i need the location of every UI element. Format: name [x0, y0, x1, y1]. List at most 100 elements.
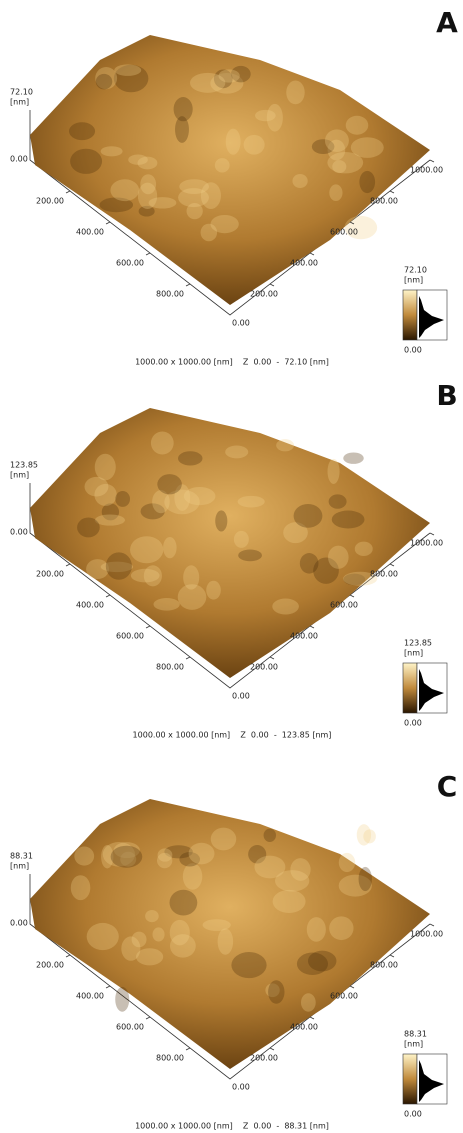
surface-bump: [153, 598, 179, 611]
surface-bump: [286, 81, 304, 105]
surface-bump: [294, 504, 323, 528]
surface-bump: [111, 846, 143, 868]
colorbar-min: 0.00: [404, 719, 422, 728]
origin-label: 0.00: [232, 692, 250, 701]
surface-bump: [74, 847, 94, 866]
tick: [66, 191, 70, 193]
colorbar-max: 72.10: [404, 266, 427, 275]
origin-label: 0.00: [232, 1083, 250, 1092]
surface-bump: [71, 875, 91, 900]
surface-bump: [211, 215, 239, 233]
surface-bump: [163, 537, 177, 558]
z-min: 0.00: [10, 528, 28, 537]
surface-bump: [85, 477, 109, 497]
left-tick-label: 400.00: [76, 601, 104, 610]
surface-bump: [206, 581, 221, 600]
surface-bump: [244, 135, 265, 155]
colorbar: [403, 1054, 417, 1104]
right-tick-label: 800.00: [370, 961, 398, 970]
panel-label: A: [436, 6, 458, 39]
right-tick-label: 400.00: [290, 259, 318, 268]
surface-bump: [106, 552, 132, 579]
left-tick-label: 200.00: [36, 961, 64, 970]
surface-bump: [234, 531, 249, 548]
surface-bump: [307, 917, 326, 942]
surface-bump: [145, 910, 159, 922]
left-tick-label: 600.00: [116, 259, 144, 268]
colorbar-unit: [nm]: [404, 276, 423, 285]
left-tick-label: 200.00: [36, 197, 64, 206]
surface-bump: [96, 74, 112, 89]
tick: [350, 986, 354, 988]
z-min: 0.00: [10, 919, 28, 928]
surface-bump: [157, 474, 182, 494]
surface-bump: [132, 932, 147, 948]
surface-bump: [292, 174, 307, 188]
tick: [106, 595, 110, 597]
surface-bump: [128, 155, 148, 165]
surface-bump: [70, 149, 102, 174]
colorbar-max: 123.85: [404, 639, 432, 648]
surface-bump: [264, 829, 276, 842]
surface-bump: [343, 452, 363, 463]
surface-bump: [359, 867, 372, 891]
right-tick-label: 400.00: [290, 1023, 318, 1032]
right-tick-label: 600.00: [330, 601, 358, 610]
tick: [186, 284, 190, 286]
left-tick-label: 800.00: [156, 1054, 184, 1063]
surface-bump: [225, 446, 248, 459]
surface-bump: [255, 110, 276, 121]
colorbar-max: 88.31: [404, 1030, 427, 1039]
surface-bump: [87, 923, 119, 950]
surface-bump: [355, 542, 373, 556]
tick: [350, 595, 354, 597]
tick: [310, 626, 314, 628]
surface-bump: [226, 129, 241, 155]
colorbar-unit: [nm]: [404, 649, 423, 658]
left-tick-label: 400.00: [76, 992, 104, 1001]
surface-bump: [346, 116, 369, 135]
surface-bump: [69, 122, 95, 140]
surface-bump: [359, 171, 375, 193]
surface-bump: [115, 491, 130, 507]
right-tick-label: 400.00: [290, 632, 318, 641]
left-tick-label: 600.00: [116, 1023, 144, 1032]
tick: [186, 657, 190, 659]
surface-bump: [339, 853, 355, 872]
surface-bump: [183, 565, 199, 589]
tick: [390, 564, 394, 566]
surface-bump: [95, 454, 116, 481]
surface-bump: [357, 824, 371, 845]
surface-bump: [332, 160, 346, 173]
surface-bump: [297, 953, 328, 975]
surface-bump: [275, 870, 309, 891]
tick: [430, 160, 434, 162]
surface-bump: [329, 916, 353, 940]
surface-bump: [238, 550, 262, 562]
surface-bump: [153, 927, 165, 941]
surface-bump: [328, 546, 349, 569]
surface-bump: [184, 487, 216, 505]
surface-bump: [272, 598, 299, 614]
surface-bump: [131, 569, 160, 583]
surface-bump: [77, 518, 100, 538]
surface-bump: [276, 439, 294, 451]
surface-bump: [211, 828, 237, 851]
caption: 1000.00 x 1000.00 [nm] Z 0.00 - 72.10 [n…: [135, 358, 329, 367]
surface-bump: [218, 928, 234, 954]
surface-bump: [114, 64, 141, 76]
surface-bump: [327, 152, 363, 173]
tick: [146, 1017, 150, 1019]
tick: [270, 657, 274, 659]
right-tick-label: 600.00: [330, 992, 358, 1001]
surface-bump: [329, 184, 342, 201]
surface-bump: [157, 853, 172, 868]
surface-bump: [273, 890, 306, 913]
surface-bump: [138, 183, 157, 209]
z-max: 88.31: [10, 852, 33, 861]
figure: A72.10[nm]0.00200.00400.00600.00800.000.…: [0, 0, 463, 1133]
surface-bump: [151, 431, 174, 454]
left-tick-label: 400.00: [76, 228, 104, 237]
surface-bump: [329, 494, 347, 508]
surface-bump: [95, 514, 125, 525]
